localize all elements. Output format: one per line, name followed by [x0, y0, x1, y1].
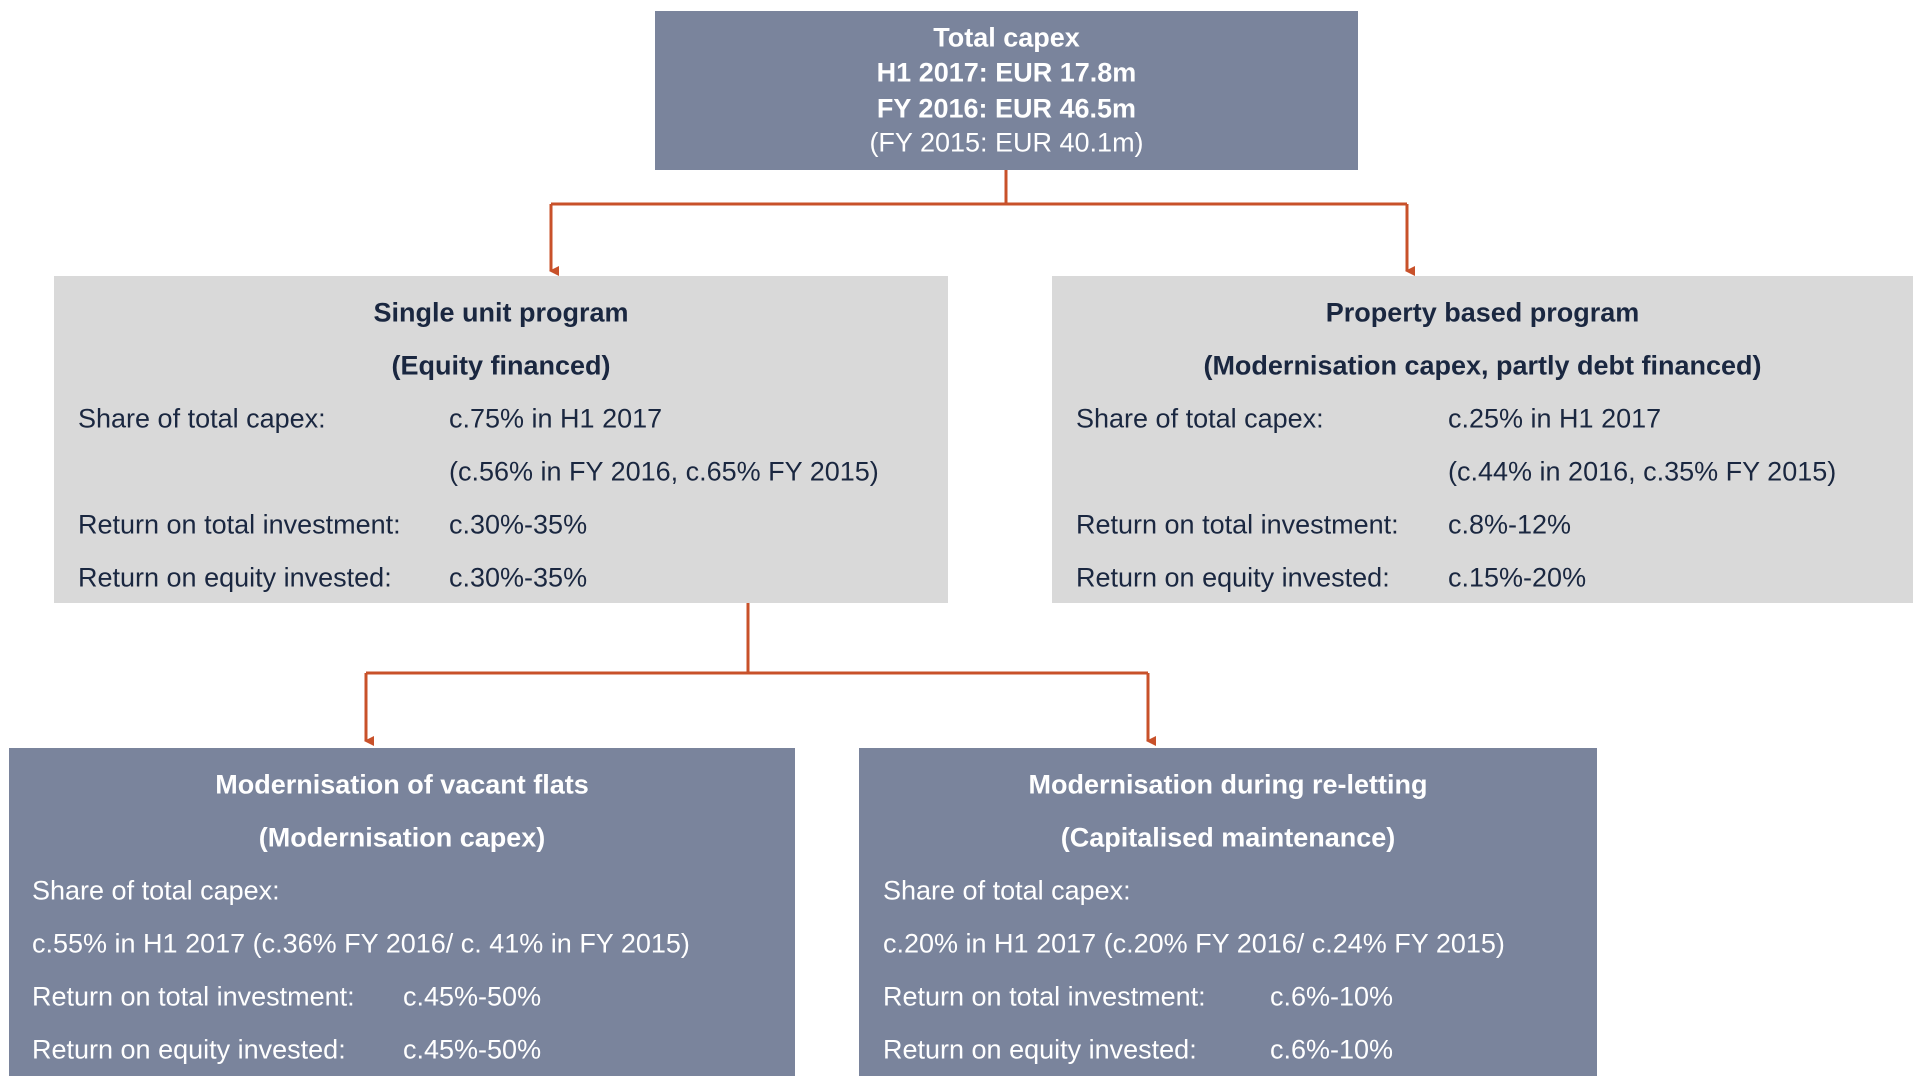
row-value: c.6%-10%	[1270, 981, 1394, 1012]
row-label: Return on equity invested:	[78, 562, 392, 593]
row-label: c.55% in H1 2017 (c.36% FY 2016/ c. 41% …	[32, 928, 690, 959]
program-title: Single unit program	[373, 297, 629, 328]
program-box: Single unit program (Equity financed) Shar…	[54, 276, 948, 603]
row-value: c.15%-20%	[1448, 562, 1587, 593]
program-title: Modernisation of vacant flats	[215, 769, 589, 800]
program-box: Modernisation during re-letting (Capitali…	[859, 748, 1597, 1076]
total-line: FY 2016: EUR 46.5m	[876, 93, 1137, 124]
row-label: Return on equity invested:	[1076, 562, 1390, 593]
connector	[551, 170, 1407, 206]
total-line: H1 2017: EUR 17.8m	[876, 57, 1137, 88]
program-subtitle: (Capitalised maintenance)	[1060, 822, 1396, 853]
row-value: c.45%-50%	[403, 981, 542, 1012]
program-box: Modernisation of vacant flats (Modernisat…	[9, 748, 795, 1076]
row-label: Return on total investment:	[78, 509, 401, 540]
row-label: Return on total investment:	[1076, 509, 1399, 540]
program-box: Property based program (Modernisation cap…	[1052, 276, 1913, 603]
row-value: c.6%-10%	[1270, 1034, 1394, 1065]
program-title: Modernisation during re-letting	[1028, 769, 1428, 800]
row-label: Share of total capex:	[883, 875, 1131, 906]
row-label: Return on equity invested:	[883, 1034, 1197, 1065]
row-value: c.30%-35%	[449, 509, 588, 540]
program-title: Property based program	[1325, 297, 1640, 328]
total-line: (FY 2015: EUR 40.1m)	[869, 127, 1144, 158]
row-value: c.75% in H1 2017	[449, 403, 663, 434]
total-capex-box: Total capex H1 2017: EUR 17.8m FY 2016: EU…	[655, 11, 1358, 170]
total-line: Total capex	[933, 22, 1080, 53]
program-subtitle: (Equity financed)	[391, 350, 611, 381]
program-subtitle: (Modernisation capex, partly debt financ…	[1203, 350, 1762, 381]
row-label: Return on equity invested:	[32, 1034, 346, 1065]
row-value: c.8%-12%	[1448, 509, 1572, 540]
row-value: c.30%-35%	[449, 562, 588, 593]
row-label: Share of total capex:	[32, 875, 280, 906]
row-value: (c.56% in FY 2016, c.65% FY 2015)	[449, 456, 879, 487]
row-value: c.25% in H1 2017	[1448, 403, 1662, 434]
row-label: c.20% in H1 2017 (c.20% FY 2016/ c.24% F…	[883, 928, 1505, 959]
row-label: Share of total capex:	[1076, 403, 1324, 434]
row-label: Return on total investment:	[883, 981, 1206, 1012]
program-subtitle: (Modernisation capex)	[258, 822, 546, 853]
connector	[366, 603, 1148, 675]
row-value: c.45%-50%	[403, 1034, 542, 1065]
row-value: (c.44% in 2016, c.35% FY 2015)	[1448, 456, 1837, 487]
row-label: Share of total capex:	[78, 403, 326, 434]
row-label: Return on total investment:	[32, 981, 355, 1012]
